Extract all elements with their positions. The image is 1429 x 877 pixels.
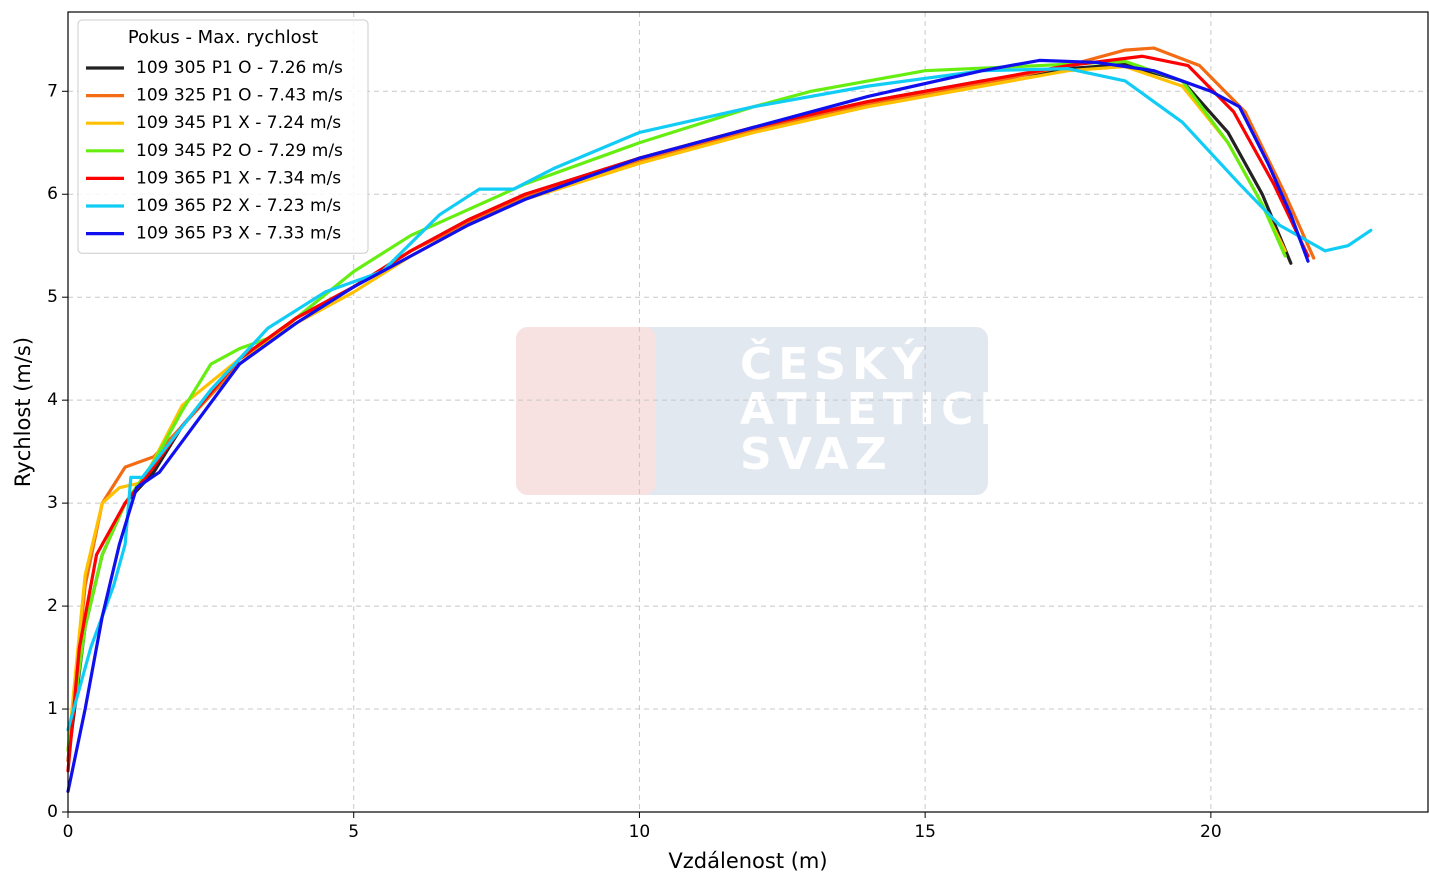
- y-tick-label: 4: [47, 390, 58, 410]
- y-tick-label: 5: [47, 287, 58, 307]
- legend: Pokus - Max. rychlost 109 305 P1 O - 7.26…: [77, 19, 369, 254]
- y-tick-label: 0: [47, 802, 58, 822]
- y-tick-label: 1: [47, 699, 58, 719]
- x-tick-label: 5: [348, 822, 359, 842]
- legend-label: 109 365 P3 X - 7.33 m/s: [136, 224, 341, 244]
- legend-label: 109 345 P1 X - 7.24 m/s: [136, 113, 341, 133]
- y-axis-label: Rychlost (m/s): [11, 337, 35, 487]
- watermark: ČESKÝ ATLETICKÝ SVAZ: [516, 327, 1057, 495]
- legend-label: 109 325 P1 O - 7.43 m/s: [136, 86, 343, 106]
- watermark-lion: [516, 327, 656, 495]
- line: [66, 67, 1373, 732]
- y-tick-label: 7: [47, 81, 58, 101]
- x-tick-label: 10: [629, 822, 651, 842]
- legend-label: 109 365 P2 X - 7.23 m/s: [136, 196, 341, 216]
- y-tick-label: 3: [47, 493, 58, 513]
- legend-label: 109 365 P1 X - 7.34 m/s: [136, 168, 341, 188]
- x-tick-label: 15: [914, 822, 936, 842]
- watermark-text: ATLETICKÝ: [740, 382, 1057, 435]
- x-tick-label: 20: [1200, 822, 1222, 842]
- x-axis-label: Vzdálenost (m): [668, 849, 827, 873]
- legend-box: [77, 19, 369, 254]
- line: [66, 46, 1316, 763]
- line: [66, 58, 1310, 794]
- plot-frame: [67, 11, 1429, 813]
- legend-label: 109 345 P2 O - 7.29 m/s: [136, 141, 343, 161]
- y-tick-label: 2: [47, 596, 58, 616]
- y-tick-label: 6: [47, 184, 58, 204]
- legend-label: 109 305 P1 O - 7.26 m/s: [136, 58, 343, 78]
- watermark-text: ČESKÝ: [740, 337, 930, 390]
- watermark-text: SVAZ: [740, 429, 893, 480]
- legend-title: Pokus - Max. rychlost: [128, 27, 318, 48]
- x-tick-label: 0: [63, 822, 74, 842]
